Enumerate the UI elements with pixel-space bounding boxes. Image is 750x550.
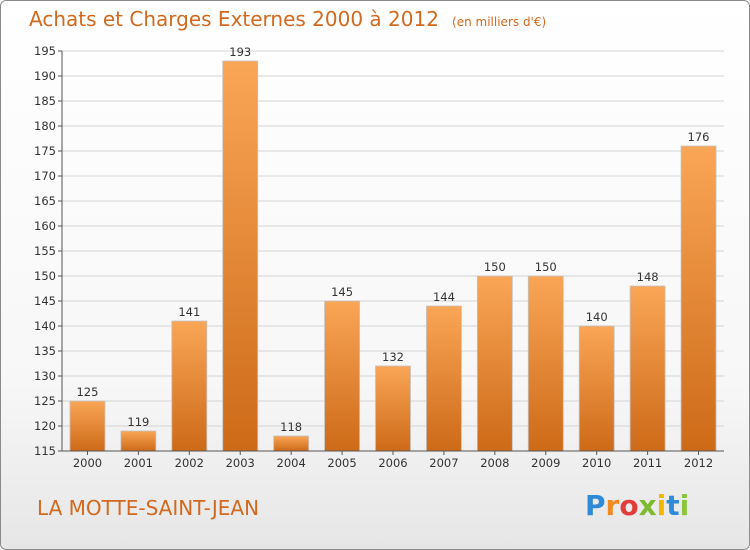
logo-letter: x <box>638 489 657 522</box>
data-label-2009: 150 <box>535 260 557 274</box>
bar-2010 <box>578 325 615 452</box>
x-tick-label-2001: 2001 <box>124 456 153 470</box>
data-label-2002: 141 <box>178 305 200 319</box>
y-tick-label: 165 <box>34 194 56 208</box>
x-tick-label-2009: 2009 <box>531 456 560 470</box>
bar-2001 <box>120 430 157 452</box>
y-tick-label: 190 <box>34 69 56 83</box>
logo-letter: P <box>585 489 606 522</box>
x-tick-label-2003: 2003 <box>226 456 255 470</box>
town-name: LA MOTTE-SAINT-JEAN <box>37 496 260 520</box>
y-tick-label: 185 <box>34 94 56 108</box>
logo-letter: i <box>679 489 690 522</box>
data-label-2006: 132 <box>382 350 404 364</box>
data-label-2012: 176 <box>688 130 710 144</box>
bar-2005 <box>324 300 360 452</box>
x-tick-label-2007: 2007 <box>429 456 458 470</box>
bar-2002 <box>171 320 208 452</box>
x-tick-label-2004: 2004 <box>277 456 306 470</box>
y-tick-label: 155 <box>34 244 56 258</box>
data-label-2007: 144 <box>433 290 455 304</box>
bar-2003 <box>222 60 259 452</box>
y-tick-label: 145 <box>34 294 56 308</box>
data-label-2003: 193 <box>229 45 251 59</box>
axes <box>61 51 724 452</box>
chart-unit: (en milliers d'€) <box>452 15 547 29</box>
bar-2008 <box>476 275 513 452</box>
bar-2006 <box>375 365 411 452</box>
y-tick-label: 140 <box>34 319 56 333</box>
y-tick-label: 130 <box>34 369 56 383</box>
x-tick-label-2011: 2011 <box>633 456 662 470</box>
bars <box>69 60 717 452</box>
logo-letter: o <box>619 489 639 522</box>
data-labels: 125 119 141 193 118 145 132 144 150 150 140 148 176 <box>76 45 709 434</box>
x-tick-label-2008: 2008 <box>480 456 509 470</box>
x-tick-label-2010: 2010 <box>582 456 611 470</box>
bar-2007 <box>426 305 462 452</box>
bar-2004 <box>273 435 310 452</box>
data-label-2004: 118 <box>280 420 302 434</box>
y-tick-label: 160 <box>34 219 56 233</box>
x-axis-ticks: 2000 2001 2002 2003 2004 2005 2006 2007 2008 2009… <box>73 451 713 470</box>
bar-2000 <box>69 400 106 452</box>
logo-letter: t <box>666 489 680 522</box>
x-tick-label-2002: 2002 <box>175 456 204 470</box>
logo-letter: r <box>605 489 620 522</box>
bar-2012 <box>680 145 717 452</box>
y-tick-label: 135 <box>34 344 56 358</box>
y-tick-label: 170 <box>34 169 56 183</box>
y-tick-label: 120 <box>34 419 56 433</box>
data-label-2000: 125 <box>76 385 98 399</box>
bar-2009 <box>527 275 564 452</box>
y-tick-label: 150 <box>34 269 56 283</box>
y-tick-label: 180 <box>34 119 56 133</box>
data-label-2005: 145 <box>331 285 353 299</box>
y-tick-label: 175 <box>34 144 56 158</box>
y-axis-ticks: 115 120 125 130 135 140 145 150 155 160 165 170 175 1… <box>34 44 62 458</box>
bar-2011 <box>629 285 666 452</box>
data-label-2010: 140 <box>586 310 608 324</box>
data-label-2008: 150 <box>484 260 506 274</box>
chart-title-text: Achats et Charges Externes 2000 à 2012 <box>29 7 439 31</box>
x-tick-label-2006: 2006 <box>378 456 407 470</box>
proxiti-logo: Proxiti <box>585 489 689 522</box>
logo-letter: i <box>656 489 667 522</box>
y-tick-label: 125 <box>34 394 56 408</box>
y-tick-label: 195 <box>34 44 56 58</box>
data-label-2001: 119 <box>127 415 149 429</box>
chart-title: Achats et Charges Externes 2000 à 2012 (… <box>29 7 546 31</box>
x-tick-label-2005: 2005 <box>327 456 356 470</box>
y-tick-label: 115 <box>34 444 56 458</box>
x-tick-label-2000: 2000 <box>73 456 102 470</box>
data-label-2011: 148 <box>637 270 659 284</box>
x-tick-label-2012: 2012 <box>684 456 713 470</box>
